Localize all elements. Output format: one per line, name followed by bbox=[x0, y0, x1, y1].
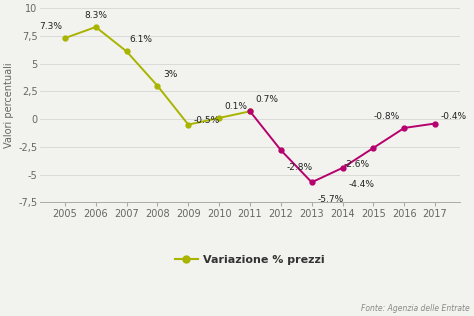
Text: 8.3%: 8.3% bbox=[84, 11, 107, 20]
Text: 6.1%: 6.1% bbox=[129, 35, 152, 45]
Text: 3%: 3% bbox=[163, 70, 177, 79]
Text: 0.1%: 0.1% bbox=[225, 102, 248, 111]
Text: -0.8%: -0.8% bbox=[374, 112, 400, 121]
Text: -2.6%: -2.6% bbox=[343, 161, 369, 169]
Text: -4.4%: -4.4% bbox=[348, 180, 374, 189]
Text: 0.7%: 0.7% bbox=[255, 95, 279, 104]
Text: 7.3%: 7.3% bbox=[39, 22, 62, 31]
Legend: Variazione % prezzi: Variazione % prezzi bbox=[171, 251, 329, 270]
Y-axis label: Valori percentuali: Valori percentuali bbox=[4, 62, 14, 148]
Text: -5.7%: -5.7% bbox=[317, 195, 344, 204]
Text: -0.5%: -0.5% bbox=[194, 116, 220, 125]
Text: -0.4%: -0.4% bbox=[441, 112, 467, 121]
Text: Fonte: Agenzia delle Entrate: Fonte: Agenzia delle Entrate bbox=[361, 304, 469, 313]
Text: -2.8%: -2.8% bbox=[286, 163, 312, 172]
